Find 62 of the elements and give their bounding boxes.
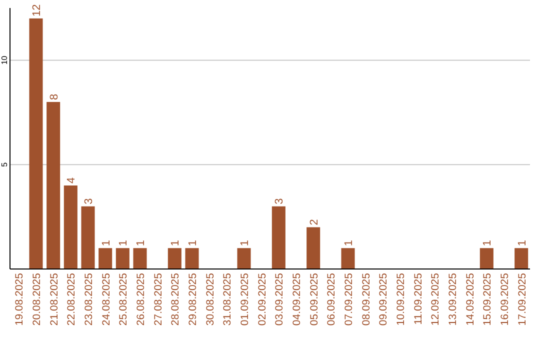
x-tick-label: 29.08.2025	[187, 272, 199, 326]
x-tick-label: 26.08.2025	[135, 272, 147, 326]
data-label: 1	[135, 240, 147, 246]
bar	[29, 18, 43, 269]
data-label: 1	[239, 240, 251, 246]
x-tick-label: 15.09.2025	[482, 272, 494, 326]
data-label: 3	[83, 198, 95, 204]
x-tick-label: 17.09.2025	[516, 272, 528, 326]
data-label: 1	[100, 240, 112, 246]
x-tick-label: 24.08.2025	[100, 272, 112, 326]
x-tick-label: 22.08.2025	[66, 272, 78, 326]
bar	[98, 248, 112, 269]
data-label: 2	[308, 219, 320, 226]
data-label: 8	[48, 94, 60, 100]
x-tick-label: 28.08.2025	[170, 272, 182, 326]
x-tick-label: 30.08.2025	[204, 272, 216, 326]
bar	[514, 248, 528, 269]
bar	[237, 248, 251, 269]
x-tick-label: 25.08.2025	[118, 272, 130, 326]
x-tick-label: 21.08.2025	[48, 272, 60, 326]
bar	[116, 248, 130, 269]
x-tick-label: 04.09.2025	[291, 272, 303, 326]
data-label: 4	[66, 177, 78, 184]
data-label: 1	[118, 240, 130, 246]
x-tick-label: 14.09.2025	[464, 272, 476, 326]
bar	[341, 248, 355, 269]
data-label: 12	[31, 4, 43, 16]
x-tick-label: 02.09.2025	[256, 272, 268, 326]
data-label: 1	[187, 240, 199, 246]
x-tick-label: 01.09.2025	[239, 272, 251, 326]
data-label: 1	[343, 240, 355, 246]
x-tick-label: 19.08.2025	[14, 272, 26, 326]
x-tick-label: 08.09.2025	[360, 272, 372, 326]
x-tick-label: 16.09.2025	[499, 272, 511, 326]
x-tick-label: 31.08.2025	[222, 272, 234, 326]
x-tick-label: 13.09.2025	[447, 272, 459, 326]
bar	[168, 248, 182, 269]
x-tick-label: 20.08.2025	[31, 272, 43, 326]
data-label: 1	[482, 240, 494, 246]
x-tick-label: 23.08.2025	[83, 272, 95, 326]
y-tick-label: 5	[0, 162, 9, 167]
x-tick-label: 27.08.2025	[152, 272, 164, 326]
x-tick-label: 12.09.2025	[430, 272, 442, 326]
bar	[133, 248, 147, 269]
bar	[185, 248, 199, 269]
bar	[306, 227, 320, 269]
y-tick-label: 10	[0, 55, 9, 65]
bar	[46, 102, 60, 269]
x-tick-label: 11.09.2025	[412, 272, 424, 325]
data-label: 3	[274, 198, 286, 204]
data-label: 1	[170, 240, 182, 246]
x-tick-label: 06.09.2025	[326, 272, 338, 326]
x-tick-label: 09.09.2025	[378, 272, 390, 326]
bar	[272, 206, 286, 269]
data-label: 1	[516, 240, 528, 246]
x-tick-label: 05.09.2025	[308, 272, 320, 326]
x-tick-label: 10.09.2025	[395, 272, 407, 326]
bar	[480, 248, 494, 269]
bar	[81, 206, 95, 269]
x-tick-label: 07.09.2025	[343, 272, 355, 326]
bar	[64, 185, 78, 269]
x-tick-label: 03.09.2025	[274, 272, 286, 326]
